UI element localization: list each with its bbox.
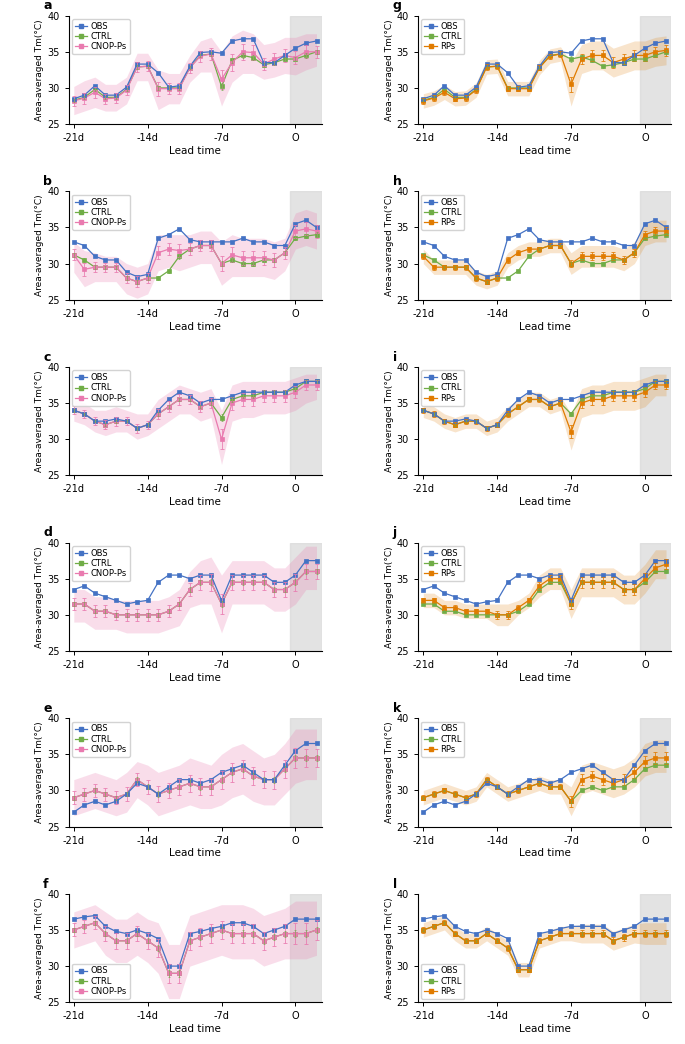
Y-axis label: Area-averaged Tm(°C): Area-averaged Tm(°C) [385, 19, 394, 121]
Bar [290, 543, 322, 651]
Bar [290, 16, 322, 124]
Text: c: c [43, 351, 51, 363]
Y-axis label: Area-averaged Tm(°C): Area-averaged Tm(°C) [35, 897, 45, 999]
Y-axis label: Area-averaged Tm(°C): Area-averaged Tm(°C) [385, 194, 394, 296]
X-axis label: Lead time: Lead time [519, 672, 571, 683]
Bar [640, 191, 671, 300]
Y-axis label: Area-averaged Tm(°C): Area-averaged Tm(°C) [385, 721, 394, 824]
Y-axis label: Area-averaged Tm(°C): Area-averaged Tm(°C) [35, 371, 45, 472]
Text: d: d [43, 526, 52, 540]
X-axis label: Lead time: Lead time [169, 672, 221, 683]
Bar [290, 894, 322, 1002]
Bar [640, 543, 671, 651]
Legend: OBS, CTRL, CNOP-Ps: OBS, CTRL, CNOP-Ps [72, 19, 129, 54]
Y-axis label: Area-averaged Tm(°C): Area-averaged Tm(°C) [385, 371, 394, 472]
Text: b: b [43, 175, 52, 188]
Text: l: l [393, 878, 397, 891]
Legend: OBS, CTRL, RPs: OBS, CTRL, RPs [421, 371, 464, 405]
Text: i: i [393, 351, 397, 363]
Y-axis label: Area-averaged Tm(°C): Area-averaged Tm(°C) [35, 546, 45, 647]
Text: j: j [393, 526, 397, 540]
X-axis label: Lead time: Lead time [519, 146, 571, 156]
Text: h: h [393, 175, 401, 188]
Text: f: f [43, 878, 49, 891]
Bar [290, 718, 322, 827]
Y-axis label: Area-averaged Tm(°C): Area-averaged Tm(°C) [385, 897, 394, 999]
Bar [290, 366, 322, 475]
Legend: OBS, CTRL, CNOP-Ps: OBS, CTRL, CNOP-Ps [72, 964, 129, 999]
Text: k: k [393, 702, 401, 715]
Legend: OBS, CTRL, CNOP-Ps: OBS, CTRL, CNOP-Ps [72, 546, 129, 582]
Y-axis label: Area-averaged Tm(°C): Area-averaged Tm(°C) [35, 194, 45, 296]
Legend: OBS, CTRL, CNOP-Ps: OBS, CTRL, CNOP-Ps [72, 371, 129, 405]
Y-axis label: Area-averaged Tm(°C): Area-averaged Tm(°C) [385, 546, 394, 647]
Y-axis label: Area-averaged Tm(°C): Area-averaged Tm(°C) [35, 19, 45, 121]
Bar [290, 191, 322, 300]
X-axis label: Lead time: Lead time [169, 146, 221, 156]
X-axis label: Lead time: Lead time [519, 497, 571, 507]
Bar [640, 894, 671, 1002]
Legend: OBS, CTRL, RPs: OBS, CTRL, RPs [421, 194, 464, 230]
Y-axis label: Area-averaged Tm(°C): Area-averaged Tm(°C) [35, 721, 45, 824]
Text: a: a [43, 0, 51, 13]
X-axis label: Lead time: Lead time [519, 849, 571, 858]
X-axis label: Lead time: Lead time [169, 322, 221, 332]
X-axis label: Lead time: Lead time [519, 1024, 571, 1034]
Text: g: g [393, 0, 401, 13]
Legend: OBS, CTRL, CNOP-Ps: OBS, CTRL, CNOP-Ps [72, 721, 129, 757]
Legend: OBS, CTRL, RPs: OBS, CTRL, RPs [421, 19, 464, 54]
Legend: OBS, CTRL, RPs: OBS, CTRL, RPs [421, 721, 464, 757]
Legend: OBS, CTRL, CNOP-Ps: OBS, CTRL, CNOP-Ps [72, 194, 129, 230]
X-axis label: Lead time: Lead time [169, 849, 221, 858]
Bar [640, 718, 671, 827]
Legend: OBS, CTRL, RPs: OBS, CTRL, RPs [421, 964, 464, 999]
Bar [640, 16, 671, 124]
X-axis label: Lead time: Lead time [169, 1024, 221, 1034]
Legend: OBS, CTRL, RPs: OBS, CTRL, RPs [421, 546, 464, 582]
X-axis label: Lead time: Lead time [169, 497, 221, 507]
Bar [640, 366, 671, 475]
Text: e: e [43, 702, 51, 715]
X-axis label: Lead time: Lead time [519, 322, 571, 332]
